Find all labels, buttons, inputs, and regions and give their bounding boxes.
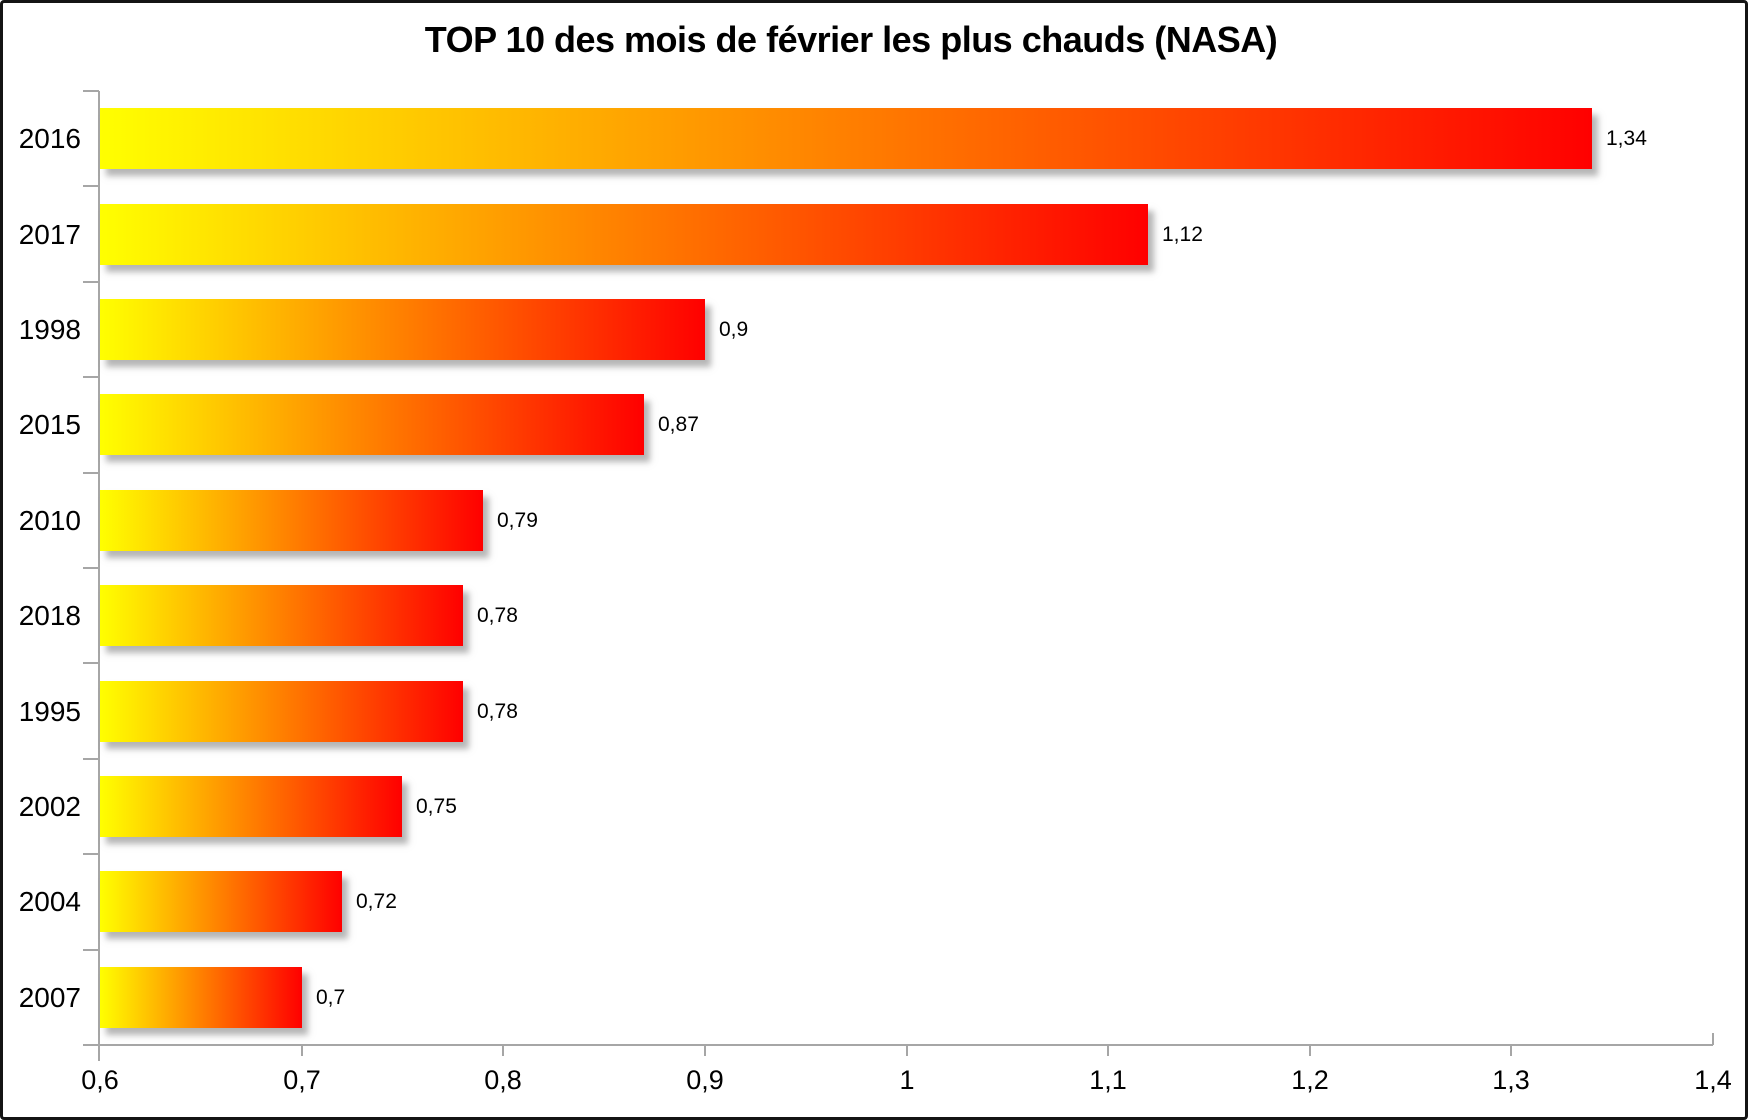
year-label-2004: 2004 bbox=[18, 886, 81, 917]
value-label-2017: 1,12 bbox=[1162, 223, 1203, 246]
y-axis-tick bbox=[83, 567, 99, 569]
value-label-2004: 0,72 bbox=[356, 890, 397, 913]
bar-2007 bbox=[100, 967, 302, 1028]
x-tick-label: 1,2 bbox=[1291, 1065, 1329, 1095]
x-axis-tick bbox=[1107, 1044, 1109, 1056]
x-tick-label: 1,1 bbox=[1089, 1065, 1127, 1095]
value-label-1995: 0,78 bbox=[477, 700, 518, 723]
y-axis-tick bbox=[83, 376, 99, 378]
y-axis-tick bbox=[83, 1044, 99, 1046]
y-axis-tick bbox=[83, 472, 99, 474]
x-tick-label: 1,4 bbox=[1694, 1065, 1732, 1095]
year-label-2002: 2002 bbox=[18, 791, 81, 822]
year-label-1998: 1998 bbox=[18, 314, 81, 345]
bar-2015 bbox=[100, 394, 644, 455]
x-axis-tick bbox=[502, 1044, 504, 1056]
x-axis-line bbox=[83, 1044, 1713, 1046]
x-axis-tick bbox=[1510, 1044, 1512, 1056]
bar-1998 bbox=[100, 299, 705, 360]
year-label-2007: 2007 bbox=[18, 982, 81, 1013]
value-label-1998: 0,9 bbox=[719, 318, 749, 341]
value-label-2007: 0,7 bbox=[316, 986, 346, 1009]
x-tick-label: 0,7 bbox=[283, 1065, 321, 1095]
x-axis-tick bbox=[704, 1044, 706, 1056]
value-label-2015: 0,87 bbox=[658, 413, 699, 436]
bar-2016 bbox=[100, 108, 1592, 169]
year-label-2016: 2016 bbox=[18, 123, 81, 154]
year-label-2018: 2018 bbox=[18, 600, 81, 631]
bar-2004 bbox=[100, 871, 342, 932]
chart-title: TOP 10 des mois de février les plus chau… bbox=[424, 19, 1278, 60]
y-axis-tick bbox=[83, 853, 99, 855]
bar-2017 bbox=[100, 204, 1148, 265]
x-axis-tick bbox=[301, 1044, 303, 1056]
y-axis-tick bbox=[83, 281, 99, 283]
x-axis-tick bbox=[906, 1044, 908, 1056]
x-tick-label: 1 bbox=[899, 1065, 915, 1095]
value-label-2016: 1,34 bbox=[1606, 127, 1647, 150]
x-tick-label: 0,9 bbox=[686, 1065, 724, 1095]
year-label-2015: 2015 bbox=[18, 409, 81, 440]
year-label-2010: 2010 bbox=[18, 505, 81, 536]
y-axis-tick bbox=[83, 90, 99, 92]
y-axis-tick bbox=[83, 662, 99, 664]
year-label-2017: 2017 bbox=[18, 219, 81, 250]
y-axis-tick bbox=[83, 949, 99, 951]
bar-1995 bbox=[100, 681, 463, 742]
x-axis-tick bbox=[1309, 1044, 1311, 1056]
x-tick-label: 1,3 bbox=[1492, 1065, 1530, 1095]
y-axis-tick bbox=[83, 185, 99, 187]
x-axis-tick bbox=[1712, 1033, 1714, 1045]
value-label-2018: 0,78 bbox=[477, 604, 518, 627]
x-tick-label: 0,6 bbox=[81, 1065, 119, 1095]
x-tick-label: 0,8 bbox=[484, 1065, 522, 1095]
y-axis-tick bbox=[83, 758, 99, 760]
year-label-1995: 1995 bbox=[18, 696, 81, 727]
bar-2002 bbox=[100, 776, 402, 837]
y-axis-line bbox=[98, 91, 100, 1061]
value-label-2010: 0,79 bbox=[497, 509, 538, 532]
value-label-2002: 0,75 bbox=[416, 795, 457, 818]
bar-2018 bbox=[100, 585, 463, 646]
bar-2010 bbox=[100, 490, 483, 551]
